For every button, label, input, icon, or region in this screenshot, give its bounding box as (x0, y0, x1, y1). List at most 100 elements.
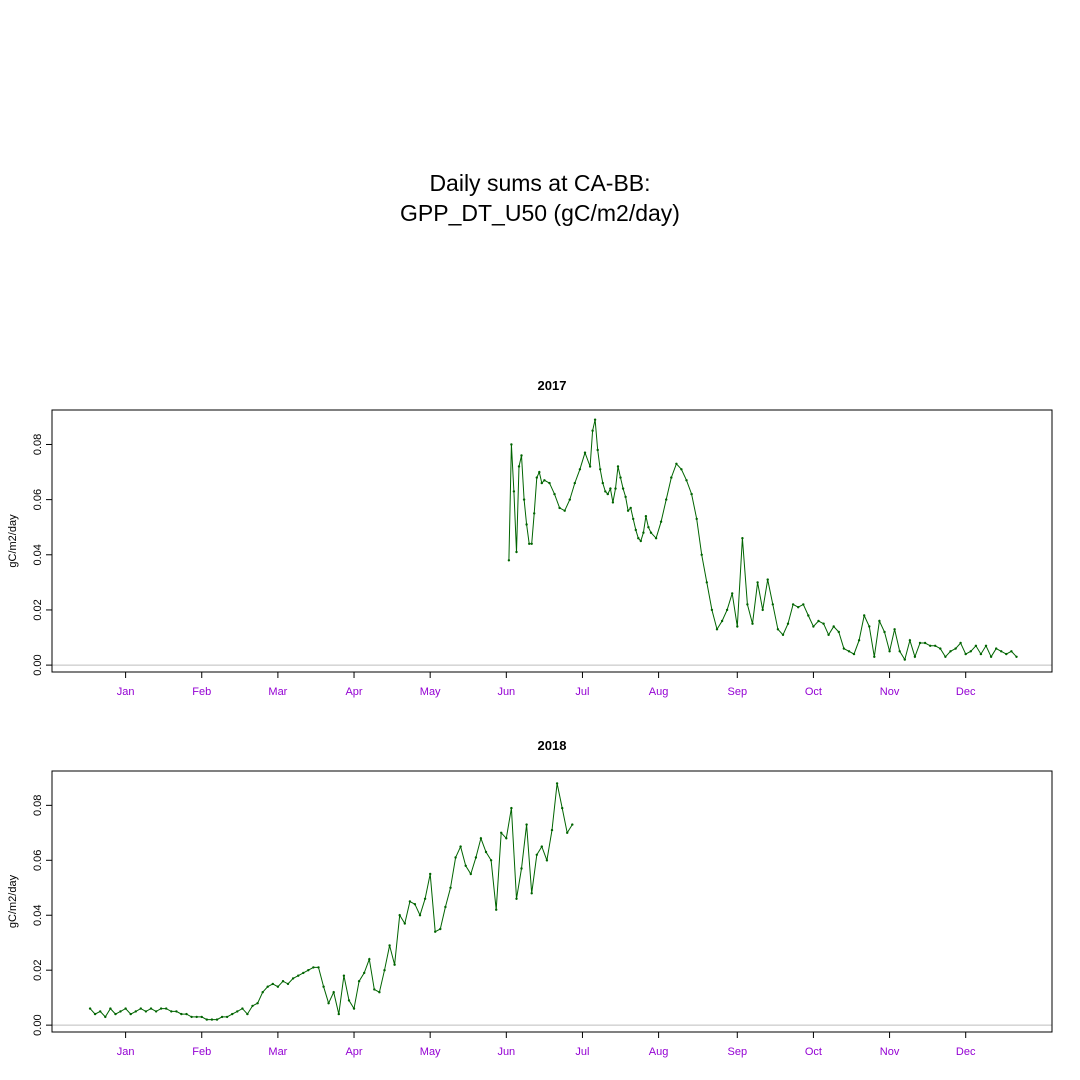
data-point (601, 481, 604, 485)
data-point (383, 969, 386, 972)
data-point (507, 559, 511, 562)
data-point (720, 619, 724, 623)
data-point (898, 650, 901, 653)
data-point (393, 963, 396, 966)
data-point (751, 622, 754, 625)
data-point (195, 1015, 198, 1019)
data-point (512, 490, 516, 493)
data-point (525, 523, 528, 526)
data-point (979, 652, 983, 656)
x-tick-label: Jun (497, 1046, 515, 1058)
data-point (614, 487, 617, 490)
data-point (500, 831, 503, 834)
y-tick-label: 0.04 (32, 905, 44, 926)
data-point (489, 859, 493, 862)
data-point (944, 655, 947, 658)
data-point (791, 603, 795, 606)
data-point (725, 608, 729, 612)
data-point (538, 470, 541, 474)
data-point (1005, 652, 1008, 656)
x-tick-label: Feb (192, 686, 211, 698)
data-point (578, 468, 582, 471)
data-point (286, 982, 290, 986)
data-point (540, 845, 543, 848)
data-point (505, 837, 508, 840)
data-point (548, 481, 551, 485)
data-point (621, 487, 625, 490)
data-point (611, 501, 615, 504)
data-point (99, 1010, 102, 1013)
data-point (109, 1007, 112, 1010)
data-point (510, 443, 513, 446)
y-tick-label: 0.06 (32, 489, 44, 510)
data-point (812, 625, 815, 628)
data-point (596, 448, 599, 452)
data-point (555, 782, 559, 785)
data-point (170, 1010, 173, 1013)
data-point (398, 914, 401, 917)
data-point (363, 971, 366, 975)
data-point (873, 655, 876, 658)
y-axis-label: gC/m2/day (7, 874, 19, 928)
data-point (842, 647, 846, 650)
data-point (593, 418, 597, 421)
x-tick-label: Nov (880, 1046, 900, 1058)
x-tick-label: Jul (575, 1046, 589, 1058)
data-point (530, 542, 533, 545)
data-point (271, 982, 274, 986)
data-point (807, 614, 810, 617)
data-point (408, 900, 412, 903)
data-point (205, 1018, 208, 1021)
data-point (553, 492, 556, 496)
data-point (715, 628, 719, 631)
data-point (474, 856, 478, 859)
data-point (418, 914, 422, 917)
data-point (352, 1007, 356, 1010)
data-point (619, 476, 622, 479)
data-point (837, 630, 840, 634)
x-tick-label: Aug (649, 686, 669, 698)
x-tick-label: May (420, 686, 441, 698)
data-point (908, 639, 912, 642)
data-point (525, 823, 528, 826)
data-point (175, 1010, 178, 1013)
data-point (139, 1007, 142, 1010)
data-point (817, 619, 820, 623)
data-point (220, 1015, 224, 1019)
data-point (776, 628, 780, 631)
data-point (129, 1012, 132, 1016)
data-point (599, 468, 602, 471)
data-point (939, 647, 942, 650)
data-point (291, 977, 295, 980)
data-point (863, 614, 866, 617)
y-tick-label: 0.08 (32, 795, 44, 816)
data-point (236, 1010, 239, 1013)
data-point (520, 454, 523, 457)
data-point (903, 658, 906, 661)
data-point (134, 1010, 137, 1013)
data-point (515, 897, 518, 900)
data-point (771, 603, 774, 606)
data-point (297, 974, 300, 977)
panel-title: 2017 (538, 378, 567, 393)
data-point (797, 606, 800, 609)
data-point (761, 608, 764, 612)
data-point (159, 1007, 163, 1010)
data-point (464, 864, 467, 867)
x-tick-label: Sep (727, 686, 747, 698)
y-tick-label: 0.00 (32, 654, 44, 675)
data-point (746, 603, 749, 606)
data-point (741, 537, 744, 540)
data-point (624, 495, 627, 499)
data-point (515, 550, 518, 554)
data-point (530, 892, 533, 895)
data-point (995, 647, 998, 650)
x-tick-label: Mar (268, 1046, 287, 1058)
data-point (731, 592, 734, 595)
data-point (639, 539, 642, 543)
data-point (522, 498, 526, 501)
x-tick-label: Oct (805, 1046, 822, 1058)
x-tick-label: May (420, 1046, 441, 1058)
data-point (954, 647, 957, 650)
